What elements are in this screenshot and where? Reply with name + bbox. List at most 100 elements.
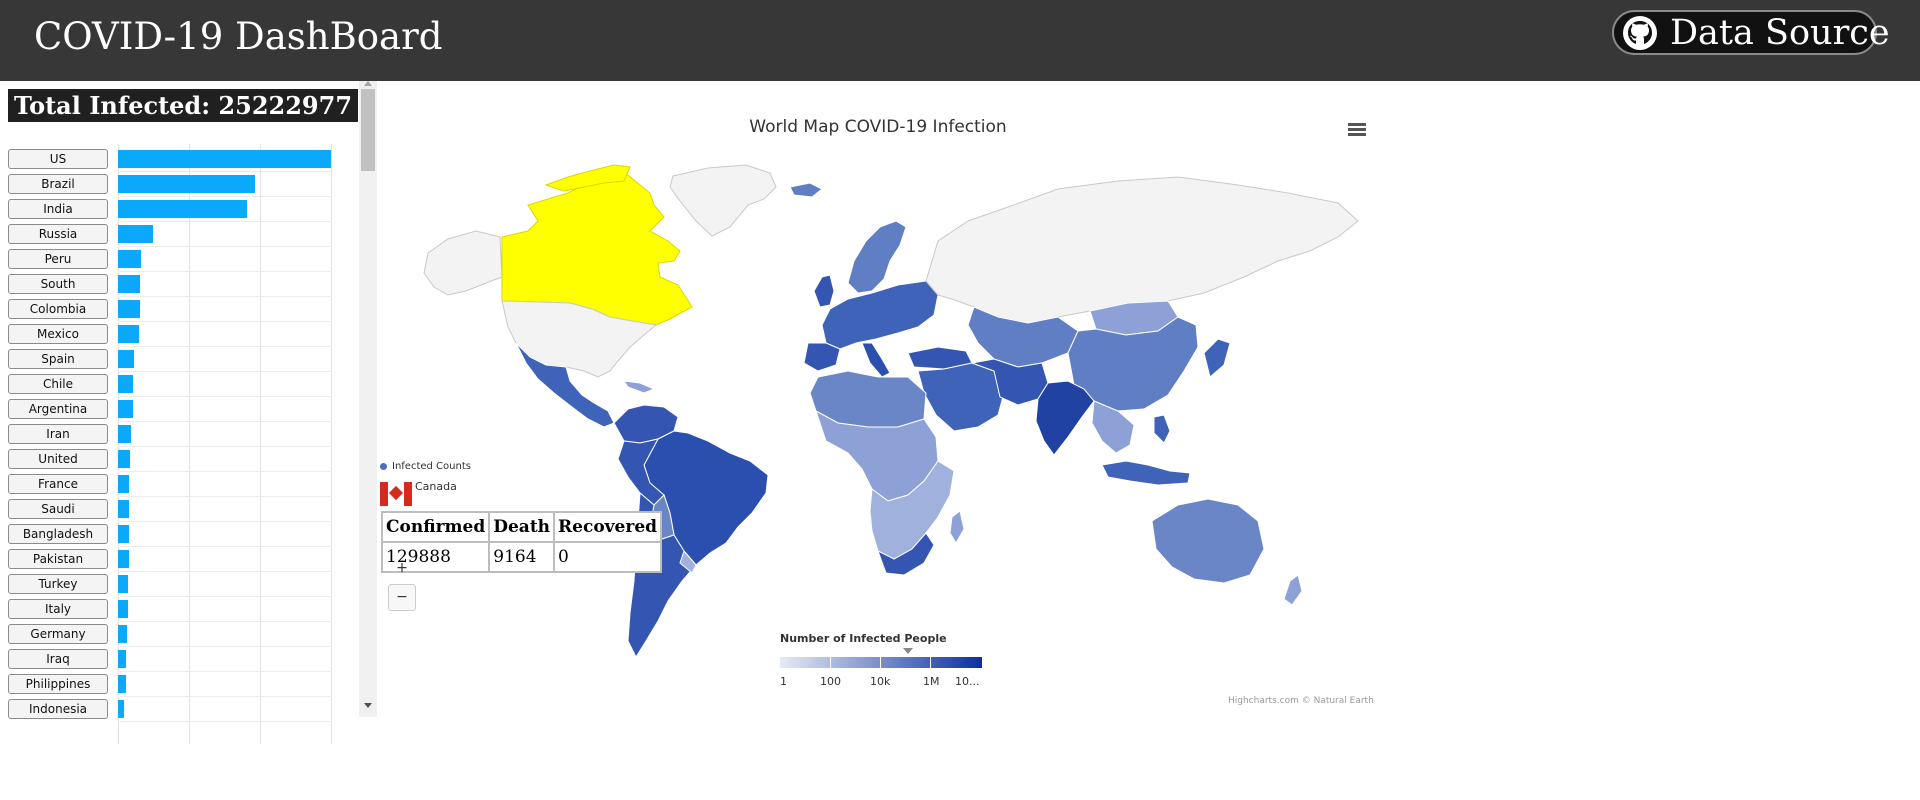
country-button[interactable]: Philippines	[8, 674, 108, 694]
country-shape[interactable]	[789, 182, 823, 198]
country-button[interactable]: France	[8, 474, 108, 494]
country-button[interactable]: Brazil	[8, 174, 108, 194]
country-shape-india[interactable]	[1035, 380, 1095, 456]
table-header-recovered: Recovered	[553, 511, 663, 543]
country-shape-italy[interactable]	[861, 342, 891, 378]
country-button[interactable]: Bangladesh	[8, 524, 108, 544]
country-row: Turkey	[0, 572, 358, 597]
country-bar[interactable]	[118, 550, 129, 568]
country-shape[interactable]	[821, 280, 939, 350]
country-bar[interactable]	[118, 325, 140, 343]
country-bar[interactable]	[118, 475, 130, 493]
country-bar[interactable]	[118, 275, 141, 293]
country-button[interactable]: Chile	[8, 374, 108, 394]
scroll-down-arrow[interactable]	[364, 703, 372, 708]
country-bar[interactable]	[118, 300, 140, 318]
country-bar[interactable]	[118, 425, 132, 443]
country-bar[interactable]	[118, 400, 133, 418]
country-shape-canada-islands[interactable]	[544, 164, 631, 192]
country-bar[interactable]	[118, 225, 154, 243]
country-shape-indonesia[interactable]	[1101, 460, 1191, 486]
total-infected-banner: Total Infected: 25222977	[8, 89, 358, 122]
country-bar[interactable]	[118, 200, 247, 218]
country-button[interactable]: Indonesia	[8, 699, 108, 719]
country-bar[interactable]	[118, 350, 135, 368]
hamburger-menu-icon[interactable]	[1348, 123, 1366, 137]
country-row: Iraq	[0, 647, 358, 672]
scroll-up-arrow[interactable]	[364, 81, 372, 86]
country-shape[interactable]	[967, 306, 1079, 368]
country-button[interactable]: Pakistan	[8, 549, 108, 569]
country-row: India	[0, 197, 358, 222]
country-row: Argentina	[0, 397, 358, 422]
table-header-confirmed: Confirmed	[380, 511, 491, 543]
country-shape[interactable]	[1091, 400, 1135, 454]
country-shape-mexico[interactable]	[515, 342, 615, 428]
grid-line	[189, 144, 190, 744]
country-button[interactable]: Iran	[8, 424, 108, 444]
row-divider	[118, 196, 332, 197]
data-source-button[interactable]: Data Source	[1612, 10, 1890, 55]
country-shape-spain[interactable]	[803, 342, 841, 372]
country-shape-philippines[interactable]	[1153, 414, 1171, 444]
country-shape[interactable]	[423, 230, 503, 296]
country-button[interactable]: Saudi	[8, 499, 108, 519]
country-row: Brazil	[0, 172, 358, 197]
country-button[interactable]: Argentina	[8, 399, 108, 419]
country-button[interactable]: South	[8, 274, 108, 294]
country-shape[interactable]	[679, 550, 697, 574]
country-button[interactable]: Spain	[8, 349, 108, 369]
country-button[interactable]: Mexico	[8, 324, 108, 344]
country-shape[interactable]	[949, 510, 965, 544]
country-button[interactable]: Iraq	[8, 649, 108, 669]
country-bar[interactable]	[118, 500, 130, 518]
country-bar[interactable]	[118, 700, 125, 718]
country-button[interactable]: United	[8, 449, 108, 469]
country-shape[interactable]	[1283, 574, 1303, 606]
country-bar[interactable]	[118, 600, 128, 618]
legend-series[interactable]: Infected Counts	[380, 461, 471, 472]
country-button[interactable]: Peru	[8, 249, 108, 269]
country-bar[interactable]	[118, 175, 256, 193]
country-shape-saudi[interactable]	[917, 362, 1005, 432]
country-shape[interactable]	[847, 220, 907, 294]
row-divider	[118, 721, 332, 722]
country-bar[interactable]	[118, 675, 126, 693]
country-bar[interactable]	[118, 575, 128, 593]
row-divider	[118, 496, 332, 497]
country-row: France	[0, 472, 358, 497]
zoom-in-button[interactable]: +	[396, 560, 408, 576]
world-map[interactable]	[378, 81, 1378, 721]
country-button[interactable]: Turkey	[8, 574, 108, 594]
country-shape[interactable]	[813, 274, 835, 308]
zoom-out-button[interactable]: −	[388, 584, 416, 611]
country-bar[interactable]	[118, 450, 131, 468]
country-button[interactable]: India	[8, 199, 108, 219]
country-shape-south-africa[interactable]	[877, 532, 935, 576]
map-credits[interactable]: Highcharts.com © Natural Earth	[1228, 696, 1374, 706]
row-divider	[118, 171, 332, 172]
country-bar[interactable]	[118, 525, 129, 543]
country-button[interactable]: Germany	[8, 624, 108, 644]
country-button[interactable]: Colombia	[8, 299, 108, 319]
country-shape[interactable]	[669, 164, 777, 237]
country-shape[interactable]	[622, 380, 656, 394]
country-shape-russia[interactable]	[925, 176, 1359, 324]
country-button[interactable]: Russia	[8, 224, 108, 244]
country-row: Spain	[0, 347, 358, 372]
country-shape-australia[interactable]	[1151, 498, 1265, 584]
country-bar[interactable]	[118, 150, 331, 168]
country-row: Peru	[0, 247, 358, 272]
row-divider	[118, 421, 332, 422]
country-bar[interactable]	[118, 250, 142, 268]
scroll-thumb[interactable]	[361, 89, 375, 171]
country-bar[interactable]	[118, 375, 133, 393]
country-button[interactable]: US	[8, 149, 108, 169]
country-button[interactable]: Italy	[8, 599, 108, 619]
country-bar[interactable]	[118, 650, 127, 668]
country-bar[interactable]	[118, 625, 127, 643]
country-shape[interactable]	[869, 460, 955, 560]
country-row: United	[0, 447, 358, 472]
country-shape[interactable]	[1203, 338, 1231, 378]
panel-scrollbar[interactable]	[359, 81, 377, 717]
